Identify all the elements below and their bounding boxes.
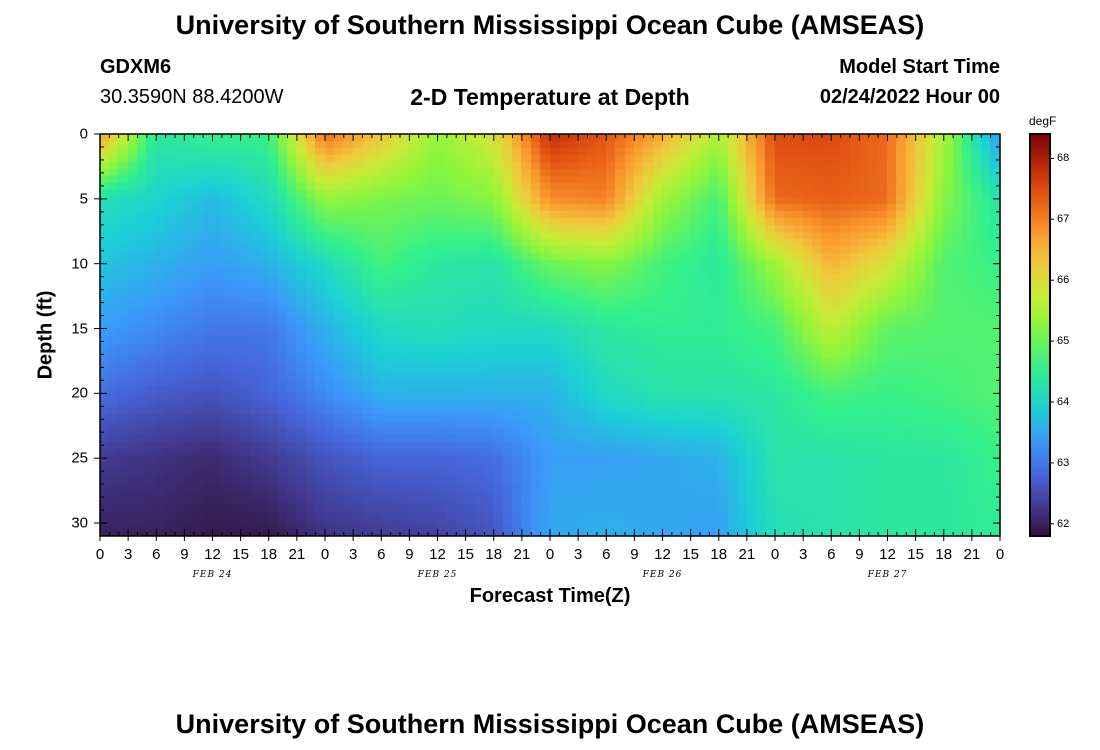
x-tick-label: 12 (429, 546, 446, 563)
x-tick-label: 3 (798, 546, 808, 563)
x-tick-label: 15 (682, 546, 699, 563)
x-tick-label: 6 (152, 546, 161, 563)
x-tick-label: 12 (204, 546, 221, 563)
colorbar-tick-label: 62 (1057, 517, 1070, 530)
x-tick-label: 15 (232, 546, 249, 563)
x-tick-label: 21 (738, 546, 756, 563)
x-tick-label: 6 (377, 546, 386, 563)
x-tick-label: 0 (545, 546, 555, 563)
x-tick-label: 3 (123, 546, 133, 563)
x-tick-label: 15 (907, 546, 924, 563)
x-tick-label: 0 (995, 546, 1005, 563)
model-start-value: 02/24/2022 Hour 00 (819, 86, 1000, 108)
colorbar-tick-label: 64 (1057, 396, 1070, 408)
heatmap-canvas (100, 134, 1000, 536)
colorbar-ticks (1050, 157, 1054, 525)
footer-title: University of Southern Mississippi Ocean… (175, 709, 925, 739)
station-coordinates: 30.3590N 88.4200W (100, 86, 284, 108)
x-tick-label: 18 (935, 546, 953, 563)
date-label: FEB 27 (867, 570, 908, 580)
x-tick-label: 15 (457, 546, 474, 563)
x-tick-label: 18 (485, 546, 503, 563)
colorbar-unit: degF (1029, 114, 1057, 128)
page-title: University of Southern Mississippi Ocean… (175, 10, 925, 40)
x-tick-label: 3 (348, 546, 358, 563)
y-axis-label: Depth (ft) (34, 290, 57, 380)
plot-title: 2-D Temperature at Depth (410, 84, 690, 110)
colorbar-tick-label: 68 (1057, 152, 1070, 165)
axis-ticks (94, 133, 1001, 541)
colorbar-tick-label: 63 (1057, 456, 1070, 469)
date-label: FEB 25 (417, 570, 458, 580)
y-tick-label: 15 (71, 320, 88, 338)
x-tick-label: 9 (630, 546, 639, 563)
x-tick-label: 0 (95, 546, 105, 563)
station-id: GDXM6 (100, 56, 172, 78)
x-tick-label: 9 (855, 546, 864, 563)
colorbar-tick-label: 67 (1057, 213, 1070, 226)
x-tick-label: 6 (827, 546, 836, 563)
x-tick-label: 9 (405, 546, 414, 563)
y-tick-label: 30 (71, 514, 88, 532)
y-tick-label: 25 (71, 449, 88, 467)
x-tick-label: 3 (573, 546, 583, 563)
x-tick-label: 0 (770, 546, 780, 563)
model-start-label: Model Start Time (839, 56, 1000, 78)
heatmap-area (100, 134, 1000, 536)
colorbar-tick-label: 66 (1057, 274, 1070, 287)
x-tick-label: 18 (260, 546, 278, 563)
x-tick-label: 9 (180, 546, 189, 563)
x-tick-label: 12 (654, 546, 671, 563)
x-tick-label: 21 (288, 546, 306, 563)
x-tick-label: 21 (513, 546, 531, 563)
y-tick-label: 5 (79, 190, 88, 208)
x-axis-label: Forecast Time(Z) (469, 585, 631, 607)
y-tick-label: 20 (71, 384, 88, 402)
y-tick-label: 0 (79, 125, 88, 143)
colorbar (1029, 133, 1051, 537)
y-tick-label: 10 (71, 255, 88, 273)
date-label: FEB 26 (642, 570, 683, 580)
date-label: FEB 24 (192, 570, 233, 580)
x-tick-label: 21 (963, 546, 981, 563)
x-tick-label: 12 (879, 546, 896, 563)
x-tick-label: 18 (710, 546, 728, 563)
colorbar-tick-label: 65 (1057, 335, 1070, 348)
x-tick-label: 0 (320, 546, 330, 563)
x-tick-label: 6 (602, 546, 611, 563)
